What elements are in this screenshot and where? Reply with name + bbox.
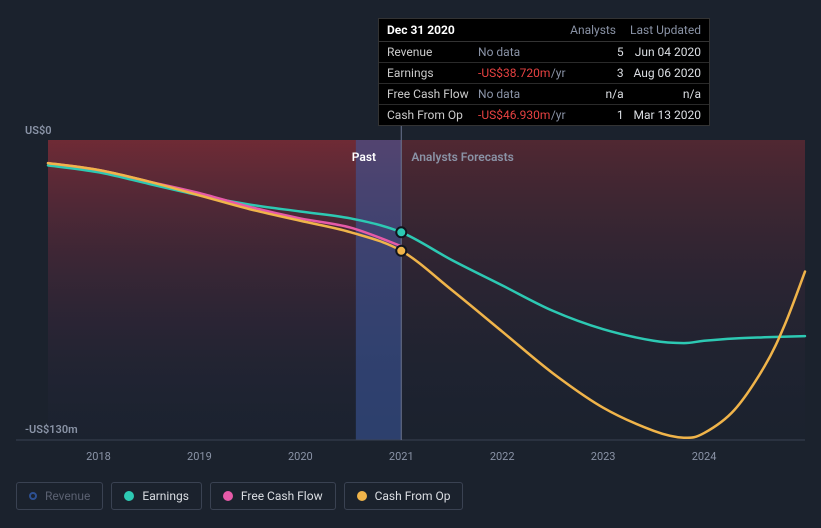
legend-swatch: [124, 491, 134, 501]
tooltip-unit: /yr: [551, 66, 578, 80]
legend-label: Cash From Op: [375, 489, 451, 503]
tooltip-col-analysts: Analysts: [556, 23, 616, 37]
data-tooltip: Dec 31 2020 Analysts Last Updated Revenu…: [378, 18, 710, 126]
tooltip-row: Cash From Op-US$46.930m/yr1Mar 13 2020: [379, 105, 709, 125]
tooltip-metric: Free Cash Flow: [387, 87, 478, 101]
tooltip-value: No data: [478, 45, 551, 59]
legend-label: Revenue: [45, 489, 90, 503]
legend-item-earnings[interactable]: Earnings: [111, 482, 202, 510]
marker-earnings: [396, 227, 406, 237]
tooltip-analysts: n/a: [578, 87, 624, 101]
tooltip-col-updated: Last Updated: [616, 23, 701, 37]
x-tick: 2023: [591, 450, 616, 463]
y-axis-bottom-label: -US$130m: [25, 423, 78, 436]
tooltip-unit: [551, 87, 578, 101]
tooltip-row: RevenueNo data 5Jun 04 2020: [379, 42, 709, 63]
region-label-forecast: Analysts Forecasts: [411, 150, 513, 164]
tooltip-analysts: 1: [578, 108, 624, 122]
legend-item-fcf[interactable]: Free Cash Flow: [210, 482, 336, 510]
tooltip-value: No data: [478, 87, 551, 101]
legend-swatch: [223, 491, 233, 501]
tooltip-analysts: 5: [578, 45, 624, 59]
x-tick: 2019: [187, 450, 212, 463]
tooltip-metric: Revenue: [387, 45, 478, 59]
legend-swatch: [357, 491, 367, 501]
legend-item-cfo[interactable]: Cash From Op: [344, 482, 464, 510]
tooltip-updated: n/a: [624, 87, 701, 101]
tooltip-row: Earnings-US$38.720m/yr3Aug 06 2020: [379, 63, 709, 84]
y-axis-top-label: US$0: [25, 124, 52, 137]
tooltip-metric: Cash From Op: [387, 108, 478, 122]
x-tick: 2021: [389, 450, 414, 463]
x-tick: 2022: [490, 450, 515, 463]
x-tick: 2020: [288, 450, 313, 463]
tooltip-unit: /yr: [551, 108, 578, 122]
x-tick: 2024: [692, 450, 717, 463]
legend-swatch: [29, 492, 37, 500]
tooltip-updated: Aug 06 2020: [624, 66, 701, 80]
tooltip-analysts: 3: [578, 66, 624, 80]
tooltip-date: Dec 31 2020: [387, 23, 556, 37]
tooltip-metric: Earnings: [387, 66, 478, 80]
tooltip-updated: Mar 13 2020: [624, 108, 701, 122]
tooltip-value: -US$38.720m: [478, 66, 551, 80]
x-tick: 2018: [86, 450, 111, 463]
marker-cfo: [396, 246, 406, 256]
tooltip-row: Free Cash FlowNo data n/an/a: [379, 84, 709, 105]
tooltip-unit: [551, 45, 578, 59]
tooltip-value: -US$46.930m: [478, 108, 551, 122]
legend-label: Earnings: [142, 489, 189, 503]
tooltip-updated: Jun 04 2020: [624, 45, 701, 59]
legend-label: Free Cash Flow: [241, 489, 323, 503]
region-label-past: Past: [352, 150, 376, 164]
legend-item-revenue[interactable]: Revenue: [16, 482, 103, 510]
chart-legend: Revenue Earnings Free Cash Flow Cash From O…: [16, 482, 463, 510]
